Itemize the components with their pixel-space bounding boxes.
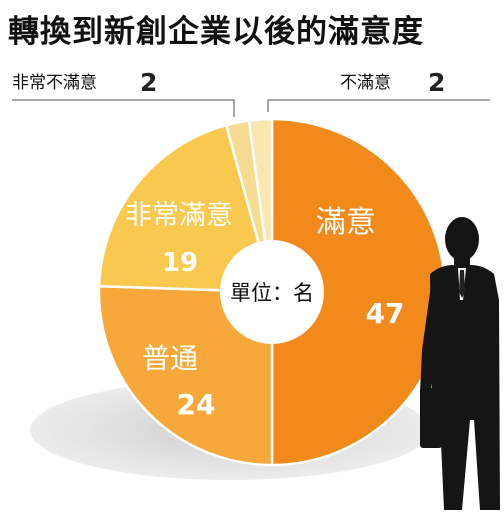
slice-label-satisfied: 滿意 <box>316 205 376 240</box>
slice-neutral <box>97 284 274 467</box>
callout-line-dissatisfied <box>267 99 490 112</box>
callout-line-very-dissatisfied <box>12 99 235 117</box>
donut-hole <box>220 240 324 344</box>
slice-value-neutral: 24 <box>177 388 216 421</box>
callout-label-dissatisfied: 不滿意 <box>340 73 391 93</box>
unit-label: 單位：名 <box>230 281 314 305</box>
callout-label-very-dissatisfied: 非常不滿意 <box>12 73 97 93</box>
chart-title: 轉換到新創企業以後的滿意度 <box>8 14 424 50</box>
callout-value-very-dissatisfied: 2 <box>140 68 157 97</box>
slice-label-neutral: 普通 <box>142 342 198 375</box>
businessman-silhouette <box>420 217 500 510</box>
slice-very-satisfied <box>97 123 274 294</box>
slice-label-very-satisfied: 非常滿意 <box>125 200 233 231</box>
slice-value-very-satisfied: 19 <box>162 248 198 278</box>
slice-value-satisfied: 47 <box>366 297 405 330</box>
callout-value-dissatisfied: 2 <box>428 68 445 97</box>
